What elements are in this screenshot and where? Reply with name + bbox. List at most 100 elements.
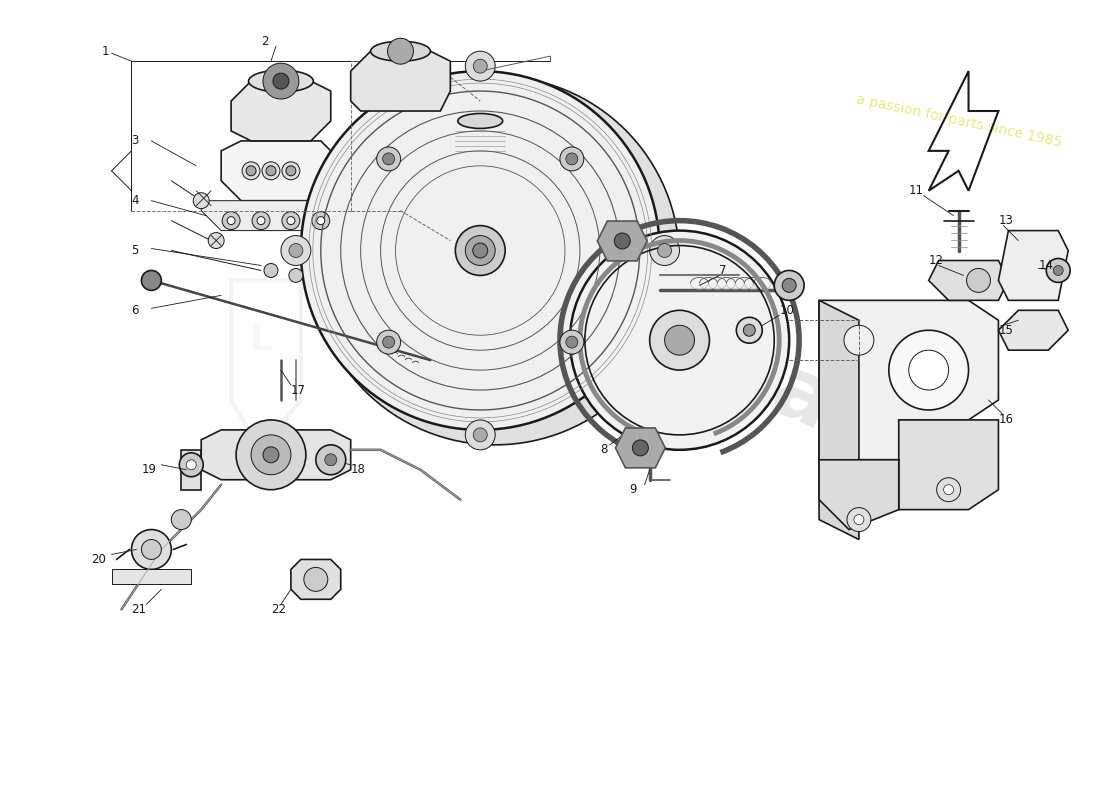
Circle shape	[560, 147, 584, 171]
Circle shape	[565, 153, 578, 165]
Circle shape	[273, 73, 289, 89]
Circle shape	[266, 166, 276, 176]
Polygon shape	[290, 559, 341, 599]
Circle shape	[650, 310, 710, 370]
Text: 8: 8	[600, 443, 607, 456]
Circle shape	[142, 539, 162, 559]
Circle shape	[282, 212, 300, 230]
Polygon shape	[201, 201, 361, 230]
Circle shape	[889, 330, 968, 410]
Polygon shape	[597, 221, 647, 261]
Circle shape	[909, 350, 948, 390]
Circle shape	[744, 324, 756, 336]
Circle shape	[264, 263, 278, 278]
Circle shape	[937, 478, 960, 502]
Polygon shape	[820, 300, 859, 539]
Text: 18: 18	[351, 463, 365, 476]
Text: 7: 7	[719, 264, 727, 277]
Circle shape	[383, 336, 395, 348]
Polygon shape	[450, 121, 510, 170]
Circle shape	[774, 270, 804, 300]
Text: 14: 14	[1038, 259, 1054, 272]
Text: 16: 16	[999, 414, 1013, 426]
Ellipse shape	[371, 42, 430, 61]
Polygon shape	[231, 81, 331, 141]
Circle shape	[282, 162, 300, 180]
Circle shape	[844, 326, 873, 355]
Circle shape	[465, 51, 495, 81]
Text: 6: 6	[132, 304, 139, 317]
Text: 9: 9	[629, 483, 637, 496]
Text: eurospares: eurospares	[455, 207, 983, 513]
Circle shape	[658, 243, 672, 258]
Circle shape	[289, 269, 302, 282]
Circle shape	[179, 453, 204, 477]
Circle shape	[262, 162, 279, 180]
Circle shape	[251, 435, 290, 474]
Circle shape	[227, 217, 235, 225]
Circle shape	[194, 193, 209, 209]
Circle shape	[311, 212, 330, 230]
Text: 15: 15	[999, 324, 1013, 337]
Circle shape	[242, 162, 260, 180]
Polygon shape	[999, 310, 1068, 350]
Ellipse shape	[311, 76, 680, 445]
Polygon shape	[820, 300, 999, 460]
Circle shape	[246, 166, 256, 176]
Text: 5: 5	[132, 244, 139, 257]
Circle shape	[847, 508, 871, 531]
Circle shape	[172, 510, 191, 530]
Circle shape	[280, 235, 311, 266]
Text: 3: 3	[132, 134, 139, 147]
Circle shape	[1046, 258, 1070, 282]
Ellipse shape	[301, 71, 660, 430]
Circle shape	[257, 217, 265, 225]
Ellipse shape	[249, 70, 313, 92]
Polygon shape	[111, 570, 191, 584]
Text: 2: 2	[261, 34, 268, 48]
Circle shape	[132, 530, 172, 570]
Circle shape	[473, 428, 487, 442]
Circle shape	[208, 233, 224, 249]
Circle shape	[650, 235, 680, 266]
Circle shape	[383, 153, 395, 165]
Circle shape	[565, 336, 578, 348]
Circle shape	[186, 460, 196, 470]
Circle shape	[252, 212, 270, 230]
Polygon shape	[928, 261, 1009, 300]
Polygon shape	[351, 51, 450, 111]
Circle shape	[944, 485, 954, 494]
Text: L: L	[250, 323, 273, 358]
Circle shape	[1053, 266, 1064, 275]
Text: 1: 1	[101, 45, 109, 58]
Circle shape	[376, 147, 400, 171]
Circle shape	[222, 212, 240, 230]
Circle shape	[632, 440, 648, 456]
Polygon shape	[820, 420, 999, 510]
Circle shape	[967, 269, 990, 292]
Text: 22: 22	[271, 602, 286, 616]
Ellipse shape	[455, 226, 505, 275]
Circle shape	[614, 233, 630, 249]
Polygon shape	[182, 450, 201, 490]
Polygon shape	[999, 230, 1068, 300]
Circle shape	[560, 330, 584, 354]
Circle shape	[286, 166, 296, 176]
Circle shape	[236, 420, 306, 490]
Polygon shape	[615, 428, 666, 468]
Text: 11: 11	[909, 184, 924, 198]
Circle shape	[387, 38, 414, 64]
Circle shape	[263, 63, 299, 99]
Ellipse shape	[465, 235, 495, 266]
Circle shape	[570, 230, 789, 450]
Polygon shape	[201, 430, 351, 480]
Circle shape	[324, 454, 337, 466]
Circle shape	[465, 420, 495, 450]
Polygon shape	[221, 141, 341, 201]
Circle shape	[317, 217, 324, 225]
Circle shape	[473, 59, 487, 73]
Ellipse shape	[473, 243, 487, 258]
Text: 12: 12	[928, 254, 944, 267]
Circle shape	[289, 243, 302, 258]
Text: 20: 20	[91, 553, 107, 566]
